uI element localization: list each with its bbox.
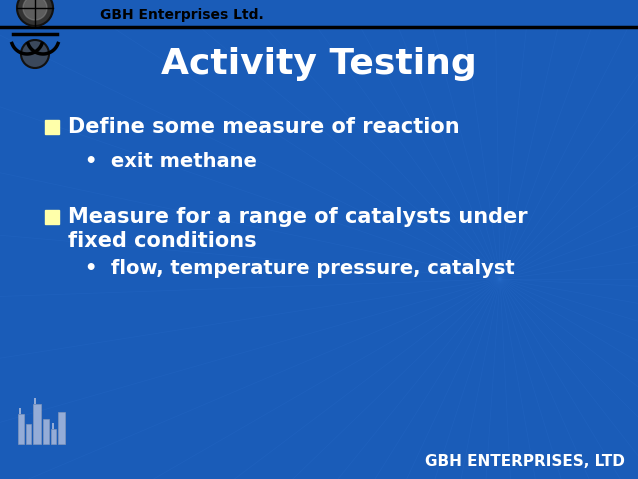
Bar	[58, 412, 65, 444]
Text: Activity Testing: Activity Testing	[161, 47, 477, 81]
Bar	[45, 210, 59, 224]
Bar	[51, 429, 56, 444]
Text: GBH Enterprises Ltd.: GBH Enterprises Ltd.	[100, 8, 263, 22]
Circle shape	[17, 0, 53, 26]
Text: fixed conditions: fixed conditions	[68, 231, 256, 251]
Text: •  flow, temperature pressure, catalyst: • flow, temperature pressure, catalyst	[85, 260, 515, 278]
Bar	[33, 404, 41, 444]
Bar	[18, 414, 24, 444]
Bar	[45, 120, 59, 134]
Text: Measure for a range of catalysts under: Measure for a range of catalysts under	[68, 207, 528, 227]
Circle shape	[23, 0, 47, 20]
Bar	[0, 0, 638, 27]
Bar	[34, 398, 36, 404]
Text: Define some measure of reaction: Define some measure of reaction	[68, 117, 459, 137]
Circle shape	[21, 40, 49, 68]
Text: GBH ENTERPRISES, LTD: GBH ENTERPRISES, LTD	[425, 454, 625, 468]
Bar	[26, 424, 31, 444]
Bar	[52, 423, 54, 429]
Text: •  exit methane: • exit methane	[85, 151, 257, 171]
Bar	[19, 408, 21, 414]
Bar	[43, 419, 49, 444]
